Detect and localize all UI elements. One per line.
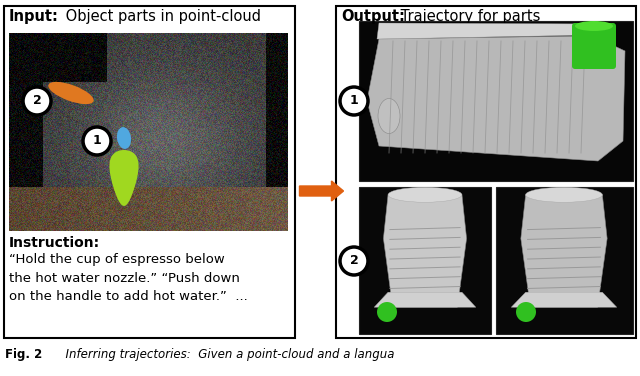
Polygon shape: [109, 150, 139, 206]
Ellipse shape: [575, 21, 613, 31]
Text: 1: 1: [93, 135, 101, 147]
Text: Trajectory for parts: Trajectory for parts: [396, 9, 540, 24]
Text: Instruction:: Instruction:: [9, 236, 100, 250]
Ellipse shape: [378, 99, 400, 133]
Circle shape: [340, 87, 368, 115]
Circle shape: [23, 87, 51, 115]
Circle shape: [83, 127, 111, 155]
Ellipse shape: [525, 187, 602, 202]
Text: Fig. 2: Fig. 2: [5, 348, 42, 361]
Text: Input:: Input:: [9, 9, 59, 24]
Text: 2: 2: [33, 94, 42, 108]
Polygon shape: [521, 195, 607, 307]
FancyBboxPatch shape: [572, 23, 616, 69]
Polygon shape: [511, 292, 617, 307]
Polygon shape: [377, 23, 595, 39]
FancyArrow shape: [300, 181, 344, 201]
Circle shape: [340, 247, 368, 275]
Polygon shape: [374, 292, 476, 307]
Polygon shape: [367, 36, 625, 161]
FancyBboxPatch shape: [359, 21, 633, 181]
Ellipse shape: [388, 187, 462, 202]
Text: 2: 2: [349, 255, 358, 267]
Text: “Hold the cup of espresso below
the hot water nozzle.” “Push down
on the handle : “Hold the cup of espresso below the hot …: [9, 253, 248, 303]
Text: Inferring trajectories:  Given a point-cloud and a langua: Inferring trajectories: Given a point-cl…: [43, 348, 394, 361]
FancyBboxPatch shape: [496, 187, 633, 334]
FancyBboxPatch shape: [4, 6, 295, 338]
FancyBboxPatch shape: [359, 187, 491, 334]
Ellipse shape: [48, 82, 93, 104]
FancyBboxPatch shape: [336, 6, 636, 338]
Text: Output:: Output:: [341, 9, 405, 24]
Circle shape: [516, 302, 536, 322]
Text: 1: 1: [349, 94, 358, 108]
Circle shape: [377, 302, 397, 322]
Polygon shape: [383, 195, 467, 307]
Ellipse shape: [117, 127, 131, 149]
Text: Object parts in point-cloud: Object parts in point-cloud: [61, 9, 261, 24]
